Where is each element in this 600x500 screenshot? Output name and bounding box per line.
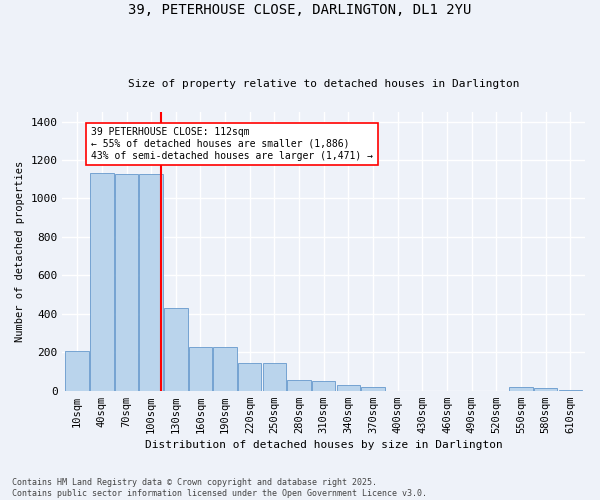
Bar (65, 352, 89, 391)
Bar (312, 381, 335, 390)
Bar (337, 385, 360, 390)
Bar (164, 308, 188, 390)
Bar (509, 387, 533, 390)
Bar (139, 174, 163, 390)
X-axis label: Distribution of detached houses by size in Darlington: Distribution of detached houses by size … (145, 440, 503, 450)
Y-axis label: Number of detached properties: Number of detached properties (15, 160, 25, 342)
Bar (189, 348, 212, 391)
Text: 39, PETERHOUSE CLOSE, DARLINGTON, DL1 2YU: 39, PETERHOUSE CLOSE, DARLINGTON, DL1 2Y… (128, 2, 472, 16)
Bar (361, 387, 385, 390)
Bar (287, 380, 311, 390)
Text: Contains HM Land Registry data © Crown copyright and database right 2025.
Contai: Contains HM Land Registry data © Crown c… (12, 478, 427, 498)
Bar (263, 363, 286, 390)
Bar (90, 172, 113, 390)
Bar (238, 363, 262, 390)
Title: Size of property relative to detached houses in Darlington: Size of property relative to detached ho… (128, 79, 520, 89)
Text: 39 PETERHOUSE CLOSE: 112sqm
← 55% of detached houses are smaller (1,886)
43% of : 39 PETERHOUSE CLOSE: 112sqm ← 55% of det… (91, 128, 373, 160)
Bar (534, 388, 557, 390)
Bar (115, 174, 138, 390)
Bar (214, 348, 237, 391)
